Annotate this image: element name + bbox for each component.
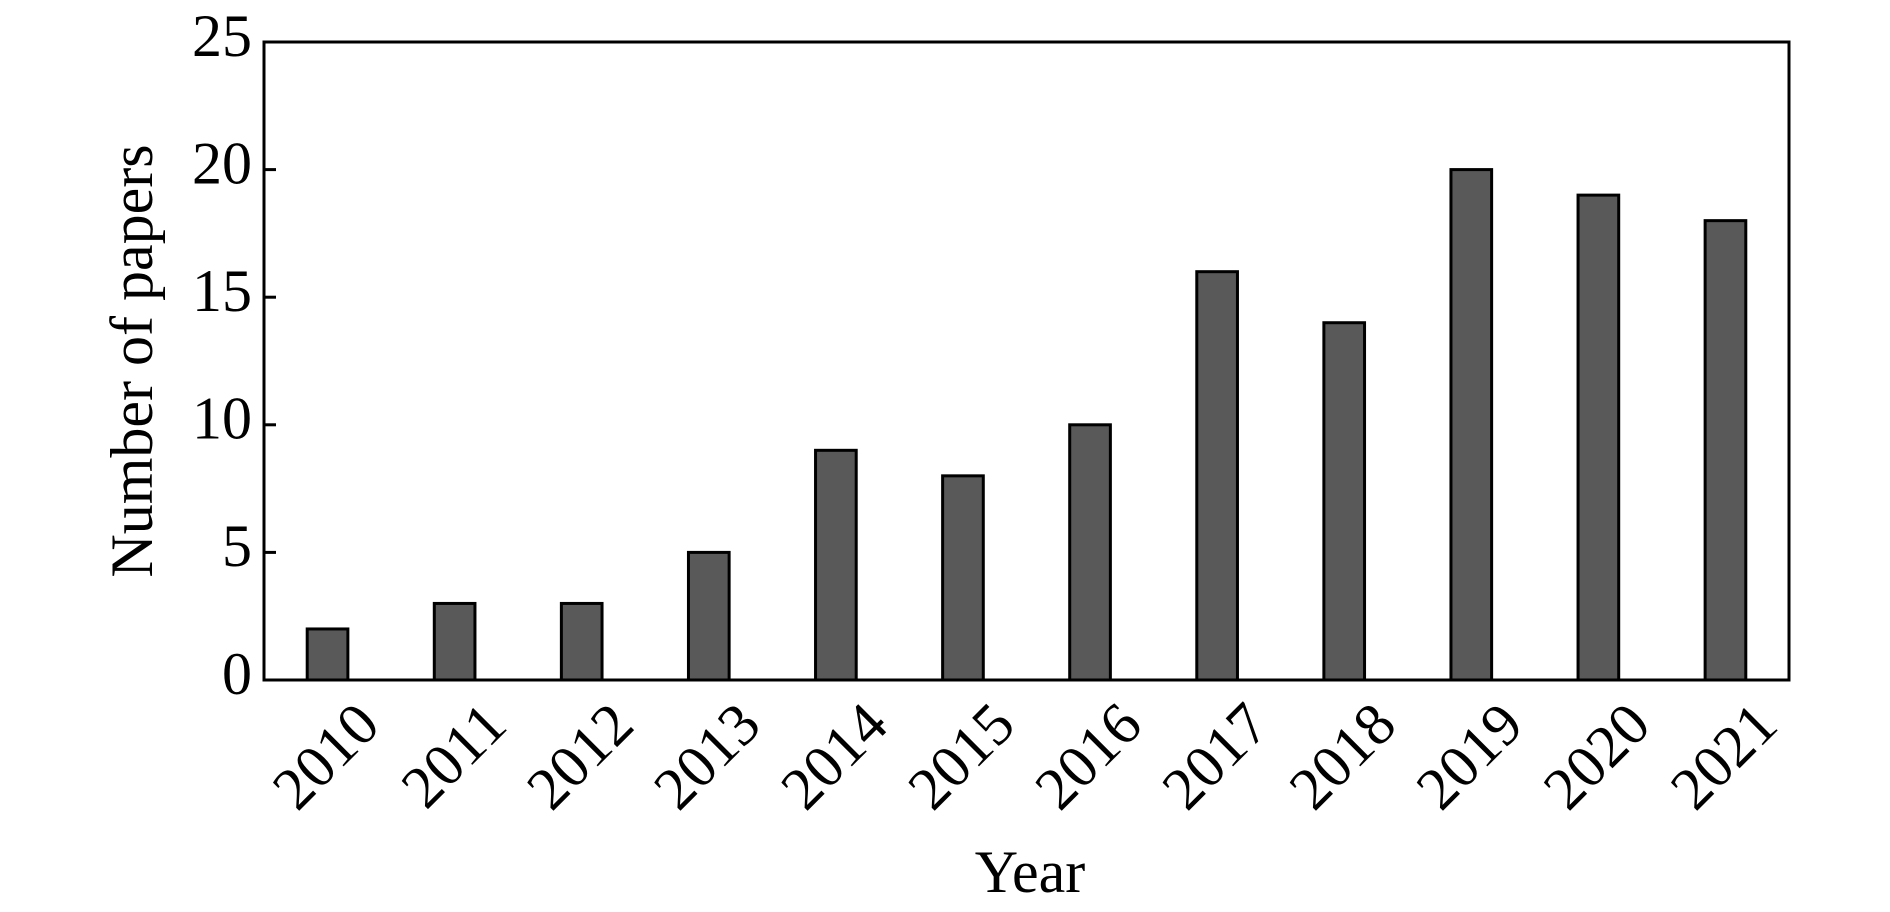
x-tick-label: 2013 — [641, 690, 773, 822]
bar — [686, 550, 731, 682]
x-tick-label: 2015 — [895, 690, 1027, 822]
x-tick-label: 2012 — [514, 690, 646, 822]
x-tick-label: 2016 — [1022, 690, 1154, 822]
x-tick-label: 2017 — [1150, 690, 1282, 822]
x-tick-label: 2010 — [260, 690, 392, 822]
x-tick-label: 2014 — [768, 690, 900, 822]
plot-frame — [262, 40, 1791, 682]
y-axis-title: Number of papers — [99, 144, 165, 577]
y-tick-label: 25 — [192, 3, 252, 69]
y-tick-label: 5 — [222, 513, 252, 579]
bar — [814, 448, 858, 682]
bar — [305, 627, 350, 682]
y-tick-label: 15 — [192, 258, 252, 324]
x-tick-label: 2011 — [389, 690, 519, 820]
bar — [432, 601, 477, 682]
bar — [1576, 193, 1621, 682]
bar — [1449, 168, 1494, 682]
x-tick-label: 2018 — [1277, 690, 1409, 822]
bar — [1322, 321, 1367, 682]
bar — [559, 601, 604, 682]
bar — [1195, 270, 1239, 682]
y-tick-label: 10 — [192, 386, 252, 452]
x-tick-label: 2021 — [1658, 690, 1790, 822]
y-tick-label: 0 — [222, 641, 252, 707]
x-tick-label: 2020 — [1531, 690, 1663, 822]
bar — [1068, 423, 1112, 682]
x-tick-label: 2019 — [1404, 690, 1536, 822]
bar — [941, 474, 985, 682]
x-axis-title: Year — [975, 839, 1086, 905]
y-tick-label: 20 — [192, 130, 252, 196]
bar — [1703, 219, 1748, 682]
